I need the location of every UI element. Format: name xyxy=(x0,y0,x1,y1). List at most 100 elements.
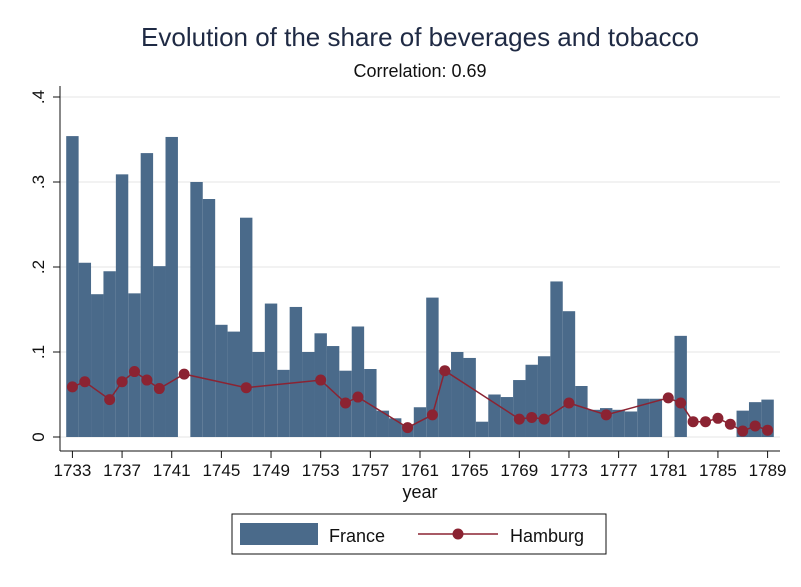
x-tick-label: 1773 xyxy=(550,461,588,480)
x-axis-title: year xyxy=(402,482,437,502)
bar-france xyxy=(91,294,104,437)
bar-france xyxy=(289,306,303,437)
legend-swatch-france xyxy=(240,523,318,545)
bar-france xyxy=(413,407,427,437)
y-tick-label: .2 xyxy=(29,260,48,274)
point-hamburg xyxy=(79,376,91,388)
bar-france xyxy=(674,335,687,437)
chart-title: Evolution of the share of beverages and … xyxy=(141,22,699,52)
point-hamburg xyxy=(315,374,327,386)
bar-france xyxy=(264,303,278,437)
bar-france xyxy=(66,136,79,437)
bar-france xyxy=(612,409,625,437)
x-tick-label: 1781 xyxy=(649,461,687,480)
legend-label-hamburg: Hamburg xyxy=(510,526,584,546)
point-hamburg xyxy=(128,366,140,378)
bar-france xyxy=(140,153,154,437)
point-hamburg xyxy=(526,411,538,423)
bar-france xyxy=(115,174,129,437)
point-hamburg xyxy=(153,383,165,395)
point-hamburg xyxy=(762,424,774,436)
bar-france xyxy=(500,397,514,437)
x-tick-label: 1761 xyxy=(401,461,439,480)
bar-france xyxy=(153,266,166,437)
bar-france xyxy=(624,411,638,437)
legend-swatch-hamburg-marker xyxy=(452,528,464,540)
bar-france xyxy=(748,402,762,437)
point-hamburg xyxy=(352,391,364,403)
legend: France Hamburg xyxy=(231,513,607,555)
bar-france xyxy=(388,418,402,437)
point-hamburg xyxy=(178,368,190,380)
x-tick-label: 1769 xyxy=(500,461,538,480)
y-tick-label: 0 xyxy=(29,432,48,441)
plot-background xyxy=(60,86,780,451)
bar-france xyxy=(190,182,203,437)
x-tick-label: 1741 xyxy=(153,461,191,480)
bar-france xyxy=(376,410,389,437)
point-hamburg xyxy=(66,381,78,393)
point-hamburg xyxy=(538,413,550,425)
bar-france xyxy=(513,380,526,437)
bar-france xyxy=(637,398,650,437)
y-tick-label: .1 xyxy=(29,345,48,359)
point-hamburg xyxy=(513,413,525,425)
point-hamburg xyxy=(712,412,724,424)
bar-france xyxy=(438,369,452,437)
point-hamburg xyxy=(563,397,575,409)
bar-france xyxy=(364,369,377,437)
legend-label-france: France xyxy=(329,526,385,546)
y-tick-label: .4 xyxy=(29,90,48,104)
bar-france xyxy=(351,326,365,437)
bar-france xyxy=(215,324,228,437)
chart-subtitle: Correlation: 0.69 xyxy=(353,61,486,81)
bar-france xyxy=(587,409,600,437)
point-hamburg xyxy=(724,418,736,430)
x-tick-label: 1777 xyxy=(600,461,638,480)
bar-france xyxy=(575,386,588,437)
point-hamburg xyxy=(340,397,352,409)
point-hamburg xyxy=(749,420,761,432)
bar-france xyxy=(302,352,315,437)
x-tick-label: 1785 xyxy=(699,461,737,480)
bar-france xyxy=(649,398,663,437)
bar-france xyxy=(475,421,489,437)
bar-france xyxy=(550,281,563,437)
point-hamburg xyxy=(116,376,128,388)
point-hamburg xyxy=(141,374,153,386)
point-hamburg xyxy=(675,397,687,409)
bar-france xyxy=(103,271,116,437)
point-hamburg xyxy=(104,394,116,406)
x-tick-label: 1737 xyxy=(103,461,141,480)
point-hamburg xyxy=(426,409,438,421)
bar-france xyxy=(525,364,538,437)
bar-france xyxy=(240,217,253,437)
bar-france xyxy=(451,352,464,437)
bar-france xyxy=(562,311,576,437)
point-hamburg xyxy=(240,382,252,394)
x-tick-label: 1757 xyxy=(351,461,389,480)
bar-france xyxy=(202,199,216,437)
y-tick-label: .3 xyxy=(29,175,48,189)
bar-france xyxy=(128,293,141,437)
x-tick-label: 1789 xyxy=(749,461,787,480)
point-hamburg xyxy=(439,365,451,377)
point-hamburg xyxy=(600,409,612,421)
point-hamburg xyxy=(700,416,712,428)
point-hamburg xyxy=(402,422,414,434)
bar-france xyxy=(165,136,178,437)
bar-france xyxy=(463,357,476,437)
point-hamburg xyxy=(737,425,749,437)
x-tick-label: 1765 xyxy=(451,461,489,480)
x-tick-label: 1745 xyxy=(202,461,240,480)
bar-france xyxy=(277,369,290,437)
x-tick-label: 1733 xyxy=(53,461,91,480)
plot-area: 0 .1 .2 .3 .4 1733 1737 1741 1745 1749 1753 1757 176… xyxy=(29,86,787,480)
bar-france xyxy=(78,262,92,437)
x-tick-label: 1753 xyxy=(302,461,340,480)
point-hamburg xyxy=(687,416,699,428)
x-tick-label: 1749 xyxy=(252,461,290,480)
point-hamburg xyxy=(662,392,674,404)
